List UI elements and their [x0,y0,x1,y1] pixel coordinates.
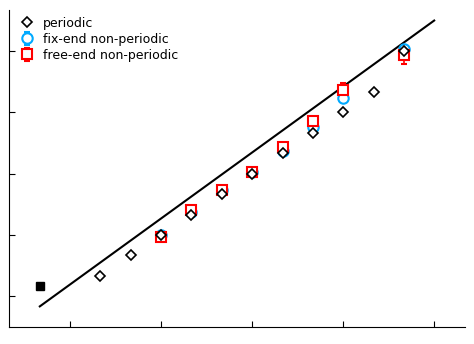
periodic [128,253,134,257]
periodic [401,49,407,53]
periodic [219,192,225,196]
Line: periodic: periodic [97,48,407,279]
periodic [158,233,164,237]
periodic [98,274,103,278]
periodic [371,90,376,94]
periodic [249,172,255,176]
periodic [310,131,316,135]
Legend: periodic, fix-end non-periodic, free-end non-periodic: periodic, fix-end non-periodic, free-end… [13,14,181,64]
periodic [189,213,194,217]
periodic [280,151,285,155]
periodic [340,110,346,115]
